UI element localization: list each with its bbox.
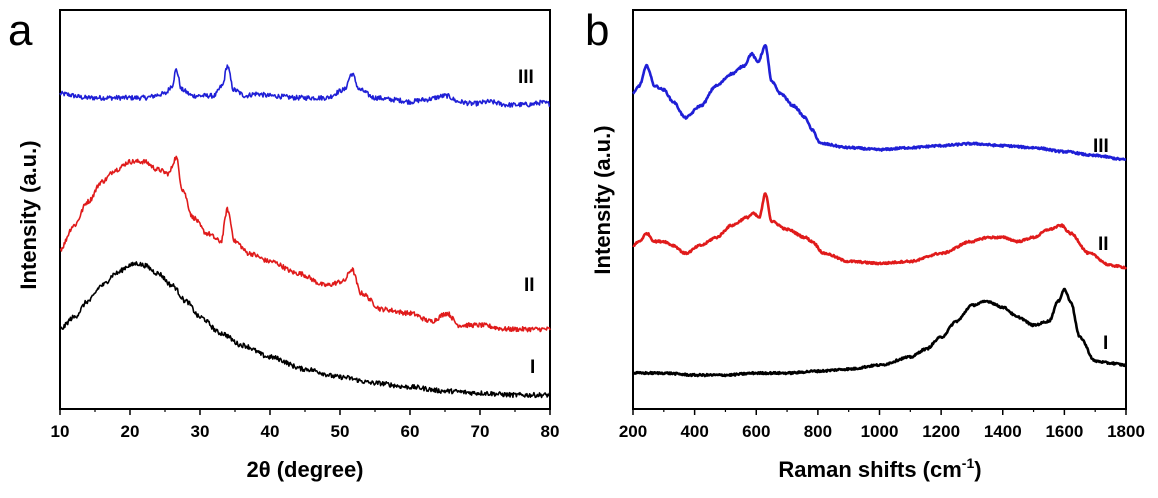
panel-a-letter: a [8, 6, 33, 55]
panel-b-x-axis-label: Raman shifts (cm-1) [778, 455, 981, 482]
panel-a-x-tick-label-60: 60 [401, 422, 420, 441]
panel-a-curve-labels: III II I [518, 67, 535, 378]
panel-a-curve-label-II: II [524, 275, 535, 296]
panel-a-x-axis-label: 2θ (degree) [246, 457, 363, 482]
panel-a-plot-frame [59, 9, 551, 410]
panel-b-curve-label-III: III [1093, 136, 1109, 157]
panel-a-x-tick-label-70: 70 [471, 422, 490, 441]
panel-b-curve-label-II: II [1098, 234, 1109, 255]
panel-b-series-I [631, 287, 1127, 378]
panel-b-x-tick-label-1200: 1200 [922, 422, 960, 441]
panel-b-curve-label-I: I [1103, 333, 1108, 354]
panel-b-x-axis-label-superscript: -1 [962, 455, 975, 471]
panel-a-curves [59, 64, 551, 399]
panel-a-ticks: 10 20 30 40 50 60 70 80 [51, 409, 560, 441]
panel-a-x-tick-label-30: 30 [191, 422, 210, 441]
panel-b-series-III [632, 44, 1127, 162]
panel-a-x-tick-label-50: 50 [331, 422, 350, 441]
panel-a-x-tick-label-40: 40 [261, 422, 280, 441]
panel-a-series-III [59, 64, 551, 108]
panel-a-x-tick-label-10: 10 [51, 422, 70, 441]
panel-b-curve-labels: III II I [1093, 136, 1109, 354]
panel-b-x-tick-label-400: 400 [680, 422, 708, 441]
panel-a-curve-label-I: I [530, 357, 535, 378]
panel-a-x-tick-label-80: 80 [541, 422, 560, 441]
panel-b-letter: b [585, 6, 609, 55]
panel-b-curves [631, 44, 1128, 378]
panel-a-series-I [59, 261, 551, 399]
panel-b-series-II [632, 192, 1128, 270]
panel-b-y-axis-label: Intensity (a.u.) [590, 125, 615, 274]
panel-b: b 200 400 600 800 1000 1200 1400 1600 1800 III I… [585, 6, 1145, 482]
panel-a-y-axis-label: Intensity (a.u.) [16, 140, 41, 289]
panel-b-x-axis-label-suffix: ) [974, 457, 981, 482]
panel-b-x-tick-label-1600: 1600 [1045, 422, 1083, 441]
panel-b-x-tick-label-200: 200 [619, 422, 647, 441]
panel-a: a 10 20 30 40 50 60 70 80 III II I 2θ (degree) … [8, 6, 559, 482]
panel-b-plot-frame [632, 9, 1127, 410]
panel-b-x-tick-label-1800: 1800 [1107, 422, 1145, 441]
panel-b-x-tick-label-800: 800 [804, 422, 832, 441]
panel-b-x-tick-label-1000: 1000 [861, 422, 899, 441]
panel-b-ticks: 200 400 600 800 1000 1200 1400 1600 1800 [619, 409, 1145, 441]
panel-b-x-axis-label-main: Raman shifts (cm [778, 457, 961, 482]
panel-b-x-tick-label-600: 600 [742, 422, 770, 441]
panel-b-x-tick-label-1400: 1400 [984, 422, 1022, 441]
panel-a-x-tick-label-20: 20 [121, 422, 140, 441]
panel-a-series-II [59, 155, 551, 333]
panel-a-curve-label-III: III [518, 67, 534, 88]
